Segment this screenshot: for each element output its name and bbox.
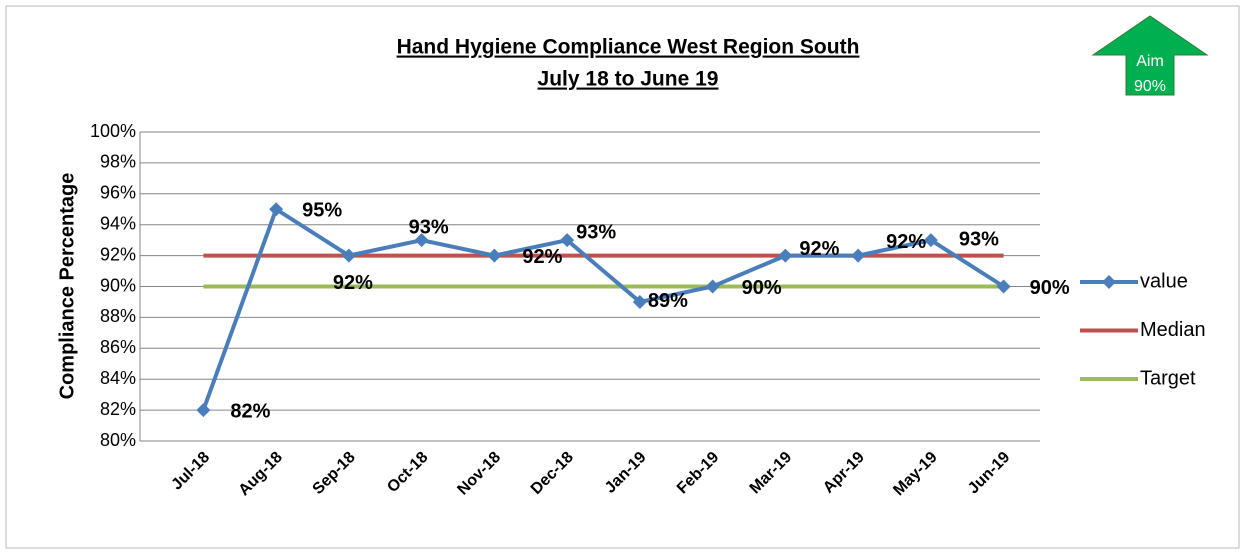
data-label: 92%	[886, 231, 926, 253]
y-tick-label: 92%	[100, 244, 136, 264]
y-tick-label: 90%	[100, 275, 136, 295]
data-label: 90%	[1030, 277, 1070, 299]
data-point	[996, 279, 1011, 294]
data-label: 92%	[333, 272, 373, 294]
aim-label: Aim	[1136, 53, 1164, 70]
data-label: 93%	[576, 221, 616, 243]
legend-label: Target	[1140, 367, 1196, 389]
data-point	[778, 248, 793, 263]
aim-arrow	[1091, 15, 1209, 96]
legend-marker	[1102, 275, 1116, 289]
aim-value: 90%	[1134, 78, 1166, 95]
y-tick-label: 82%	[100, 399, 136, 419]
data-label: 89%	[648, 290, 688, 312]
data-point	[341, 248, 356, 263]
y-tick-label: 88%	[100, 306, 136, 326]
data-point	[705, 279, 720, 294]
data-point	[851, 248, 866, 263]
chart-border	[5, 5, 1240, 549]
chart-subtitle: July 18 to June 19	[538, 68, 719, 91]
y-axis-label: Compliance Percentage	[56, 173, 78, 400]
legend-label: value	[1140, 270, 1188, 292]
chart-title: Hand Hygiene Compliance West Region Sout…	[397, 36, 860, 59]
y-tick-label: 84%	[100, 368, 136, 388]
legend-label: Median	[1140, 319, 1206, 341]
data-label: 92%	[522, 246, 562, 268]
data-point	[196, 403, 211, 418]
y-tick-label: 96%	[100, 183, 136, 203]
data-point	[414, 233, 429, 248]
data-label: 93%	[959, 228, 999, 250]
y-tick-label: 94%	[100, 213, 136, 233]
data-label: 92%	[799, 238, 839, 260]
data-label: 95%	[302, 200, 342, 222]
data-point	[487, 248, 502, 263]
y-tick-label: 86%	[100, 337, 136, 357]
data-point	[632, 294, 647, 309]
data-label: 90%	[742, 277, 782, 299]
y-tick-label: 80%	[100, 430, 136, 450]
data-label: 82%	[230, 400, 270, 422]
data-point	[923, 233, 938, 248]
y-tick-label: 98%	[100, 152, 136, 172]
data-point	[560, 233, 575, 248]
data-point	[269, 202, 284, 217]
series-line	[201, 206, 1005, 411]
y-tick-label: 100%	[90, 121, 136, 141]
data-label: 93%	[409, 216, 449, 238]
